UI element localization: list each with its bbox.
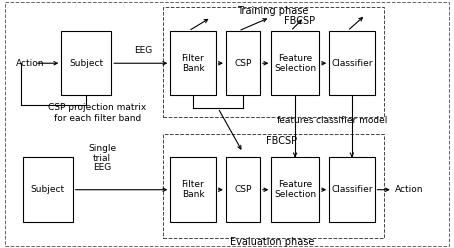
Bar xyxy=(170,157,216,222)
Text: Filter
Bank: Filter Bank xyxy=(182,180,204,199)
Text: Classifier: Classifier xyxy=(331,185,373,194)
Bar xyxy=(226,31,260,95)
Bar xyxy=(329,31,375,95)
Bar xyxy=(163,7,384,117)
Text: CSP: CSP xyxy=(234,59,252,68)
Text: classifier model: classifier model xyxy=(316,116,388,125)
Text: Action: Action xyxy=(16,59,45,68)
Text: Evaluation phase: Evaluation phase xyxy=(230,237,315,247)
Bar xyxy=(23,157,73,222)
Text: Filter
Bank: Filter Bank xyxy=(182,54,204,73)
Text: Single
trial
EEG: Single trial EEG xyxy=(88,144,116,172)
Bar xyxy=(170,31,216,95)
Text: features: features xyxy=(277,116,315,125)
Bar xyxy=(271,157,319,222)
Bar xyxy=(226,157,260,222)
Text: FBCSP: FBCSP xyxy=(284,16,315,26)
Text: Subject: Subject xyxy=(69,59,104,68)
Bar xyxy=(271,31,319,95)
Bar xyxy=(61,31,111,95)
Text: Feature
Selection: Feature Selection xyxy=(274,54,316,73)
Text: Feature
Selection: Feature Selection xyxy=(274,180,316,199)
Bar xyxy=(163,134,384,238)
Text: FBCSP: FBCSP xyxy=(266,136,297,146)
Bar xyxy=(329,157,375,222)
Text: Classifier: Classifier xyxy=(331,59,373,68)
Text: CSP projection matrix
for each filter band: CSP projection matrix for each filter ba… xyxy=(49,103,147,123)
Text: Training phase: Training phase xyxy=(237,6,308,16)
Text: CSP: CSP xyxy=(234,185,252,194)
Text: EEG: EEG xyxy=(134,46,152,55)
Text: Subject: Subject xyxy=(30,185,65,194)
Text: Action: Action xyxy=(395,185,424,194)
